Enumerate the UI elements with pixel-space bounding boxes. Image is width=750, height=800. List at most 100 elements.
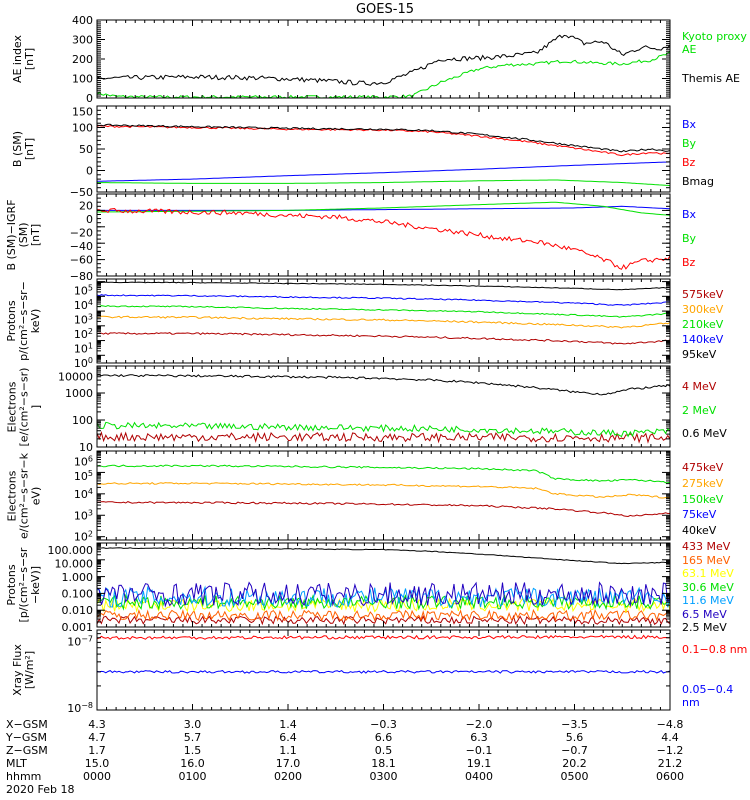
y-axis-label-line: [p/(cm²−s−sr−keV)] xyxy=(17,547,42,623)
series-line-6-5-MeV xyxy=(96,581,671,608)
legend-label: 165 MeV xyxy=(682,553,731,567)
y-tick-label: −80 xyxy=(70,270,93,283)
y-axis-label-line: e/(cm²−s−sr−keV) xyxy=(17,452,42,539)
y-tick-label: 1.000 xyxy=(62,571,94,584)
axis-row-value: 5.7 xyxy=(184,731,202,744)
legend-label: 6.5 MeV xyxy=(682,607,727,621)
y-axis-label: AE index [nT] xyxy=(2,21,46,97)
series-line-140keV xyxy=(96,294,670,306)
legend-label: 95keV xyxy=(682,347,717,361)
y-axis-label-line: [W/m²] xyxy=(23,650,36,690)
axis-row-label: X−GSM xyxy=(6,718,48,731)
y-axis-label: Electrons [e/(cm²−s−sr)] xyxy=(2,367,46,446)
axis-row-value: 0.5 xyxy=(375,744,393,757)
axis-row-value: 4.4 xyxy=(661,731,679,744)
series-line-575keV xyxy=(96,332,671,345)
series-line-4-MeV xyxy=(96,430,671,444)
y-tick-label: −40 xyxy=(70,240,93,253)
y-tick-value: 100.000 xyxy=(48,544,94,557)
y-tick-exponent: 3 xyxy=(88,508,93,517)
y-axis-label: B (SM)−IGRF (SM) [nT] xyxy=(2,195,46,275)
axis-row-value: 15.0 xyxy=(85,757,110,770)
series-line-150keV xyxy=(96,464,671,484)
y-axis-label-line: [nT] xyxy=(29,223,42,247)
y-tick-label: 400 xyxy=(72,14,93,27)
y-tick-value: −60 xyxy=(70,254,93,267)
y-axis-label: Protons [p/(cm²−s−sr−keV)] xyxy=(2,544,46,626)
legend-label: 275keV xyxy=(682,476,724,490)
y-tick-value: 10 xyxy=(67,636,81,649)
y-tick-value: 100 xyxy=(72,73,93,86)
y-tick-label: 150 xyxy=(72,106,93,119)
position-table: X−GSM 4.3 3.0 1.4 −0.3 −2.0 −3.5 −4.8 Y−GSM 4.7 5.… xyxy=(5,718,684,796)
axis-row-value: 0600 xyxy=(656,770,684,783)
axis-row-value: 3.0 xyxy=(184,718,202,731)
y-tick-value: 10 xyxy=(74,357,88,370)
axis-row-value: 19.1 xyxy=(467,757,492,770)
y-axis-label: B (SM) [nT] xyxy=(2,107,46,191)
y-tick-label: 100 xyxy=(72,122,93,135)
legend-label: 300keV xyxy=(682,303,724,317)
y-axis-label: Electrons e/(cm²−s−sr−keV) xyxy=(2,452,46,539)
legend-label: 575keV xyxy=(682,288,724,302)
y-tick-label: 1000 xyxy=(65,387,93,400)
y-tick-value: −80 xyxy=(70,270,93,283)
y-tick-label: 106 xyxy=(74,455,93,469)
series-line-Bz xyxy=(96,207,671,270)
y-tick-label: 103 xyxy=(74,313,93,327)
series-line-By xyxy=(96,179,671,187)
legend-label: 63.1 MeV xyxy=(682,567,734,580)
y-tick-value: 100 xyxy=(72,414,93,427)
y-tick-exponent: −7 xyxy=(81,635,93,644)
legend-label: Bz xyxy=(682,155,696,169)
legend-label: Bx xyxy=(682,117,697,131)
y-tick-label: 104 xyxy=(74,487,93,501)
axis-row-value: 0400 xyxy=(465,770,493,783)
y-axis-label-line: [nT] xyxy=(23,137,36,161)
y-tick-label: −20 xyxy=(70,227,93,240)
y-tick-exponent: 0 xyxy=(88,356,93,365)
series-line-2-5-MeV xyxy=(96,547,671,565)
axis-row-value: 21.2 xyxy=(658,757,683,770)
series-line-2-MeV xyxy=(96,421,671,438)
series-line-210keV xyxy=(96,304,671,318)
series-line-165-MeV xyxy=(96,608,671,623)
axis-row-value: 20.2 xyxy=(562,757,587,770)
axis-row-value: 17.0 xyxy=(276,757,301,770)
y-tick-label: 0 xyxy=(86,92,93,105)
y-tick-value: 200 xyxy=(72,53,93,66)
series-line-0-1-0-8-nm xyxy=(96,634,671,640)
series-line-Themis-AE xyxy=(96,34,671,86)
y-axis-label-line: [nT] xyxy=(23,47,36,71)
legend-label: Bz xyxy=(682,256,696,269)
axis-row-value: 18.1 xyxy=(371,757,396,770)
legend-label: 40keV xyxy=(682,524,717,538)
y-tick-value: 10 xyxy=(74,470,88,483)
axis-row-value: 16.0 xyxy=(180,757,205,770)
series-line-0-05-0-4-nm xyxy=(96,669,671,674)
axis-row-label: MLT xyxy=(6,757,27,770)
axis-row-value: −0.1 xyxy=(466,744,493,757)
y-tick-value: 1000 xyxy=(65,387,93,400)
y-tick-value: 10 xyxy=(74,343,88,356)
y-tick-label: 105 xyxy=(74,469,93,483)
y-tick-exponent: −8 xyxy=(81,701,93,710)
panel-1: −50 0 50 100 150 xyxy=(70,105,671,199)
y-axis-label-line: [e/(cm²−s−sr)] xyxy=(17,367,42,446)
y-tick-value: 0.001 xyxy=(62,621,94,634)
legend-label: 0.1−0.8 nm xyxy=(682,643,748,656)
axis-row-value: 1.1 xyxy=(279,744,297,757)
y-tick-value: 300 xyxy=(72,34,93,47)
y-tick-label: −60 xyxy=(70,254,93,267)
y-tick-exponent: 5 xyxy=(88,284,93,293)
y-tick-label: 10−8 xyxy=(67,701,93,715)
legend-label: 433 MeV xyxy=(682,540,731,553)
y-tick-exponent: 6 xyxy=(88,455,93,464)
y-tick-label: 102 xyxy=(74,327,93,341)
y-tick-label: −50 xyxy=(70,186,93,199)
axis-row-value: 0200 xyxy=(274,770,302,783)
y-tick-value: −50 xyxy=(70,186,93,199)
series-line-Bmag xyxy=(96,123,671,153)
